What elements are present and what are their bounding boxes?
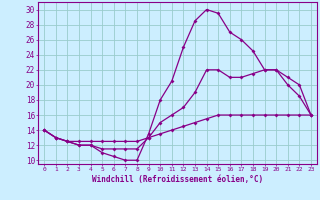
X-axis label: Windchill (Refroidissement éolien,°C): Windchill (Refroidissement éolien,°C) xyxy=(92,175,263,184)
